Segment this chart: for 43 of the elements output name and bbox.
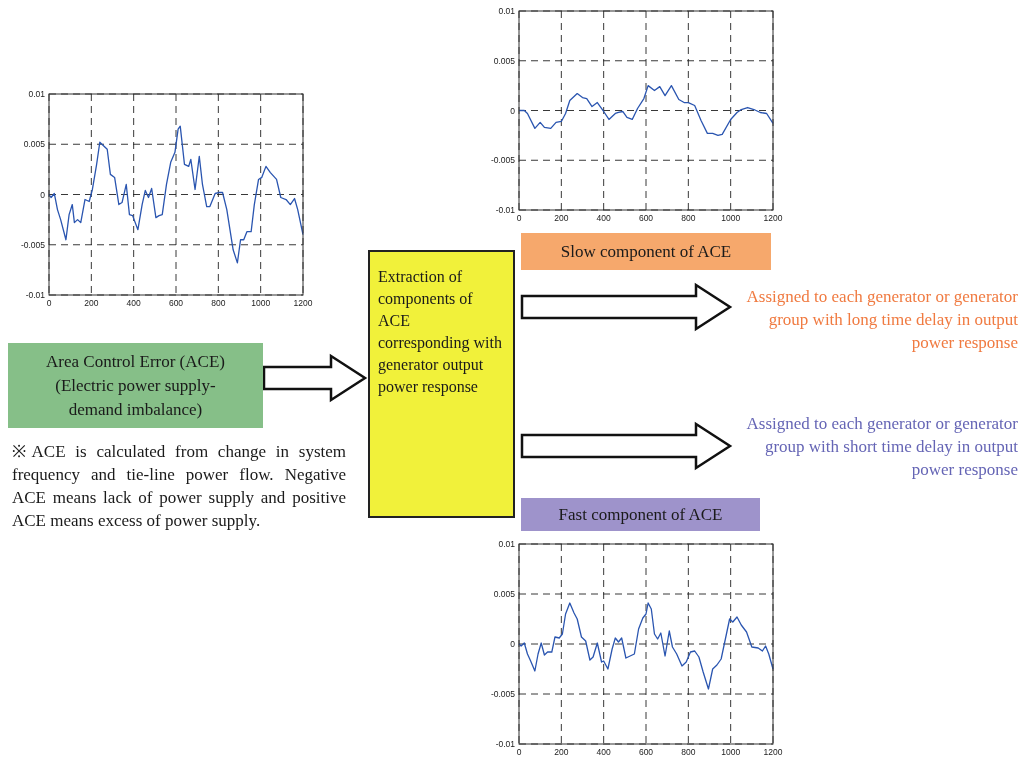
x-tick-label: 800 (211, 298, 226, 308)
x-tick-label: 1000 (251, 298, 271, 308)
y-tick-label: 0.005 (493, 55, 516, 66)
x-tick-label: 200 (84, 298, 99, 308)
y-tick-label: 0 (510, 639, 516, 649)
x-tick-label: 600 (168, 298, 184, 308)
x-tick-label: 800 (681, 213, 696, 223)
x-tick-label: 1000 (721, 213, 741, 223)
x-tick-label: 200 (554, 213, 569, 223)
x-tick-label: 1200 (293, 298, 313, 308)
text: ※ACE is calculated from change in system frequency and tie-line power flow. Negative ACE means lack of power supply and positive ACE means excess of power supply. (12, 441, 346, 532)
y-tick-label: -0.005 (490, 155, 516, 166)
x-tick-label: 800 (681, 747, 696, 757)
y-tick-label: -0.005 (490, 689, 516, 699)
x-tick-label: 400 (126, 298, 142, 308)
y-tick-label: -0.01 (495, 739, 516, 749)
line-series (518, 602, 774, 690)
y-tick-label: 0.01 (498, 539, 516, 549)
x-tick-label: 400 (596, 747, 612, 757)
x-tick-label: 600 (638, 747, 654, 757)
y-tick-label: 0 (510, 105, 516, 116)
y-tick-label: 0.005 (23, 139, 46, 150)
text: Extraction of components of ACE corresponding with generator output power response (378, 267, 503, 398)
x-tick-label: 1200 (763, 213, 783, 223)
line-series (48, 125, 304, 264)
y-tick-label: 0.005 (493, 589, 516, 599)
text: Assigned to each generator or generator group with short time delay in output power response (745, 413, 1018, 481)
y-tick-label: -0.005 (20, 239, 46, 250)
y-tick-label: 0.01 (28, 89, 46, 99)
text: Assigned to each generator or generator group with long time delay in output power response (745, 286, 1018, 354)
y-tick-label: -0.01 (25, 290, 46, 300)
line-series (518, 84, 774, 137)
y-tick-label: 0 (40, 189, 46, 200)
x-tick-label: 400 (596, 213, 612, 223)
text: Area Control Error (ACE) (Electric power supply-demand imbalance) (45, 350, 226, 421)
chart-title: Fast component of ACE (558, 503, 723, 526)
y-tick-label: -0.01 (495, 205, 516, 215)
text: Slow component of ACE (560, 240, 732, 263)
x-tick-label: 1000 (721, 747, 741, 757)
y-tick-label: 0.01 (498, 6, 516, 16)
x-tick-label: 1200 (763, 747, 783, 757)
x-tick-label: 600 (638, 213, 654, 223)
x-tick-label: 200 (554, 747, 569, 757)
